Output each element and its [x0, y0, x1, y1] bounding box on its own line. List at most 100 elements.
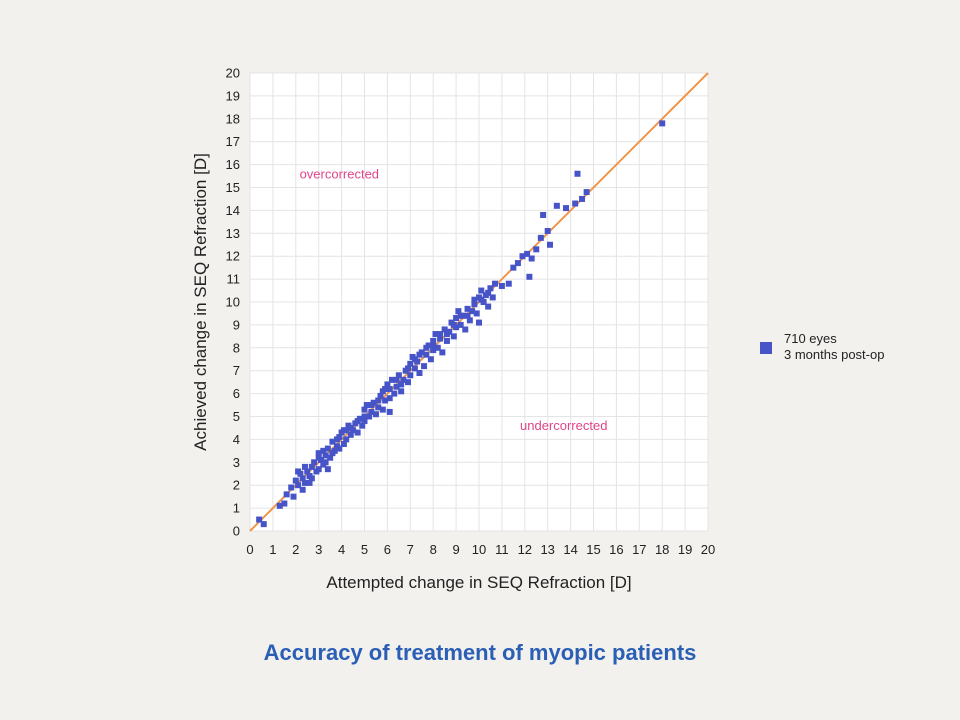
data-point	[457, 312, 464, 319]
data-point	[505, 280, 512, 287]
data-point	[492, 280, 499, 287]
data-point	[430, 337, 437, 344]
data-point	[450, 333, 457, 340]
data-point	[466, 317, 473, 324]
data-point	[375, 397, 382, 404]
data-point	[379, 388, 386, 395]
data-point	[478, 296, 485, 303]
data-point	[361, 418, 368, 425]
data-point	[400, 376, 407, 383]
data-point	[437, 335, 444, 342]
y-tick-label: 10	[226, 295, 240, 310]
data-point	[315, 466, 322, 473]
data-point	[485, 303, 492, 310]
data-point	[395, 372, 402, 379]
data-point	[476, 319, 482, 326]
y-tick-label: 17	[226, 134, 240, 149]
data-point	[398, 381, 405, 388]
data-point	[324, 466, 331, 473]
x-tick-label: 9	[452, 542, 459, 557]
data-point	[386, 395, 393, 402]
y-tick-label: 20	[226, 66, 240, 81]
x-tick-label: 2	[292, 542, 299, 557]
data-point	[393, 376, 400, 383]
data-point	[361, 406, 368, 413]
data-point	[340, 427, 347, 434]
data-point	[443, 331, 450, 338]
y-tick-label: 4	[233, 432, 240, 447]
data-point	[334, 436, 341, 443]
y-tick-label: 7	[233, 363, 240, 378]
y-tick-label: 14	[226, 203, 240, 218]
data-point	[386, 386, 393, 393]
data-point	[439, 349, 446, 356]
data-point	[329, 438, 336, 445]
x-axis-ticks: 0 1 2 3 4 5 6 7 8 9 10 11 12 13 14 15 16 17 18 19 20	[246, 542, 715, 557]
y-tick-label: 5	[233, 409, 240, 424]
x-tick-label: 1	[269, 542, 276, 557]
data-point	[393, 383, 400, 390]
legend-line-2: 3 months post-op	[784, 347, 885, 362]
data-point	[471, 296, 478, 303]
y-tick-label: 16	[226, 157, 240, 172]
data-point	[441, 326, 448, 333]
x-tick-label: 14	[563, 542, 577, 557]
x-tick-label: 17	[632, 542, 646, 557]
data-point	[421, 363, 428, 370]
region-annotation: overcorrected	[300, 166, 379, 181]
data-point	[407, 372, 414, 379]
y-tick-label: 6	[233, 386, 240, 401]
legend-text: 710 eyes 3 months post-op	[784, 331, 884, 363]
data-point	[430, 347, 437, 354]
data-point	[359, 422, 366, 429]
data-point	[391, 390, 398, 397]
y-tick-label: 1	[233, 501, 240, 516]
data-point	[553, 202, 560, 209]
data-point	[386, 408, 393, 415]
data-point	[308, 475, 315, 482]
y-tick-label: 2	[233, 478, 240, 493]
y-tick-label: 19	[226, 88, 240, 103]
data-point	[283, 491, 290, 498]
data-point	[450, 321, 457, 328]
x-tick-label: 10	[472, 542, 486, 557]
data-point	[260, 521, 267, 528]
x-tick-label: 18	[655, 542, 669, 557]
data-point	[336, 445, 343, 452]
x-tick-label: 0	[246, 542, 253, 557]
data-point	[526, 273, 533, 280]
data-point	[327, 454, 334, 461]
data-point	[256, 516, 263, 523]
data-point	[315, 450, 322, 457]
data-point	[306, 479, 313, 486]
data-point	[473, 310, 480, 317]
x-axis-label: Attempted change in SEQ Refraction [D]	[326, 573, 631, 592]
data-point	[388, 376, 395, 383]
data-point	[299, 486, 306, 493]
data-point	[405, 379, 412, 386]
data-point	[579, 195, 586, 202]
x-tick-label: 3	[315, 542, 322, 557]
data-point	[489, 294, 496, 301]
data-point	[572, 200, 579, 207]
y-tick-label: 12	[226, 249, 240, 264]
data-point	[308, 463, 315, 470]
data-point	[485, 289, 492, 296]
y-tick-label: 9	[233, 317, 240, 332]
data-point	[382, 397, 389, 404]
legend-swatch	[760, 342, 772, 354]
data-point	[462, 326, 469, 333]
data-point	[317, 457, 324, 464]
data-point	[340, 440, 347, 447]
data-point	[533, 246, 540, 253]
data-point	[343, 436, 350, 443]
data-point	[432, 331, 439, 338]
data-point	[299, 475, 306, 482]
y-tick-label: 15	[226, 180, 240, 195]
x-tick-label: 16	[609, 542, 623, 557]
data-point	[368, 402, 375, 409]
data-point	[411, 356, 418, 363]
data-point	[519, 253, 526, 260]
y-tick-label: 13	[226, 226, 240, 241]
